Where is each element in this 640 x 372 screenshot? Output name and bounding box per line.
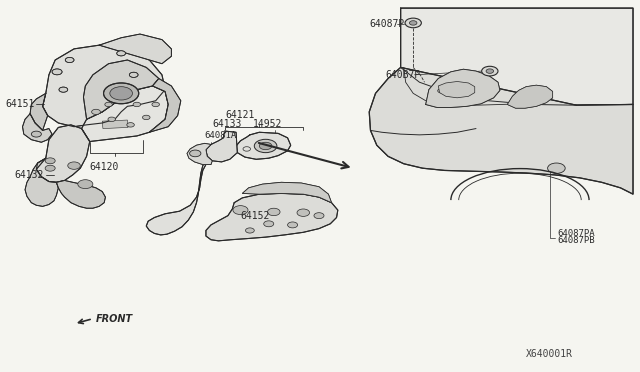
Text: 640B7P: 640B7P [385, 70, 420, 80]
Polygon shape [243, 182, 332, 203]
Circle shape [456, 84, 464, 88]
Circle shape [59, 87, 68, 92]
Circle shape [268, 208, 280, 216]
Polygon shape [206, 193, 338, 241]
Polygon shape [22, 114, 52, 142]
Text: 64121: 64121 [226, 110, 255, 120]
Circle shape [287, 222, 298, 228]
Circle shape [133, 102, 141, 107]
Circle shape [92, 109, 100, 115]
Circle shape [78, 180, 93, 189]
Text: 64132: 64132 [15, 170, 44, 180]
Polygon shape [508, 85, 552, 108]
Circle shape [104, 83, 139, 104]
Circle shape [129, 72, 138, 77]
Polygon shape [149, 78, 181, 132]
Circle shape [116, 51, 125, 56]
Circle shape [108, 117, 115, 122]
Circle shape [520, 92, 529, 97]
Circle shape [45, 158, 55, 164]
Text: 64081A: 64081A [205, 131, 237, 140]
Circle shape [447, 92, 454, 96]
Circle shape [458, 91, 466, 96]
Circle shape [466, 87, 474, 92]
Polygon shape [43, 45, 165, 127]
Polygon shape [369, 67, 633, 194]
Circle shape [410, 21, 417, 25]
Circle shape [314, 213, 324, 219]
Circle shape [105, 102, 113, 107]
Circle shape [438, 89, 445, 93]
Text: FRONT: FRONT [96, 314, 133, 324]
Circle shape [444, 85, 452, 90]
Circle shape [68, 162, 80, 169]
Text: 64133: 64133 [212, 119, 241, 129]
Circle shape [264, 221, 274, 227]
Circle shape [65, 57, 74, 62]
Circle shape [143, 115, 150, 120]
Text: 64087PB: 64087PB [557, 236, 595, 246]
Circle shape [189, 150, 201, 157]
Text: 14952: 14952 [253, 119, 282, 129]
Polygon shape [30, 93, 47, 131]
Polygon shape [102, 120, 128, 129]
Circle shape [259, 142, 272, 150]
Text: 64152: 64152 [241, 211, 270, 221]
Polygon shape [99, 34, 172, 64]
Polygon shape [401, 8, 633, 105]
Text: X640001R: X640001R [526, 349, 573, 359]
Polygon shape [83, 60, 159, 119]
Polygon shape [438, 81, 475, 98]
Circle shape [482, 66, 498, 76]
Circle shape [534, 90, 541, 95]
Circle shape [52, 69, 62, 75]
Circle shape [297, 209, 310, 217]
Polygon shape [236, 132, 291, 159]
Circle shape [45, 165, 55, 171]
Circle shape [127, 123, 134, 127]
Text: 64087P: 64087P [369, 19, 404, 29]
Polygon shape [36, 125, 90, 182]
Circle shape [548, 163, 565, 173]
Circle shape [543, 94, 550, 99]
Polygon shape [81, 86, 168, 141]
Polygon shape [121, 65, 142, 77]
Polygon shape [56, 180, 106, 208]
Text: 64151: 64151 [6, 99, 35, 109]
Circle shape [254, 139, 277, 153]
Text: 64087PA: 64087PA [557, 229, 595, 238]
Circle shape [152, 102, 159, 107]
Polygon shape [426, 69, 500, 108]
Text: 64120: 64120 [90, 162, 119, 172]
Polygon shape [259, 202, 295, 210]
Circle shape [233, 206, 248, 215]
Circle shape [486, 69, 493, 73]
Circle shape [405, 18, 421, 28]
Circle shape [31, 131, 42, 137]
Polygon shape [147, 161, 211, 235]
Circle shape [246, 228, 254, 233]
Circle shape [110, 87, 132, 100]
Polygon shape [25, 158, 58, 206]
Polygon shape [187, 143, 212, 164]
Polygon shape [206, 131, 237, 162]
